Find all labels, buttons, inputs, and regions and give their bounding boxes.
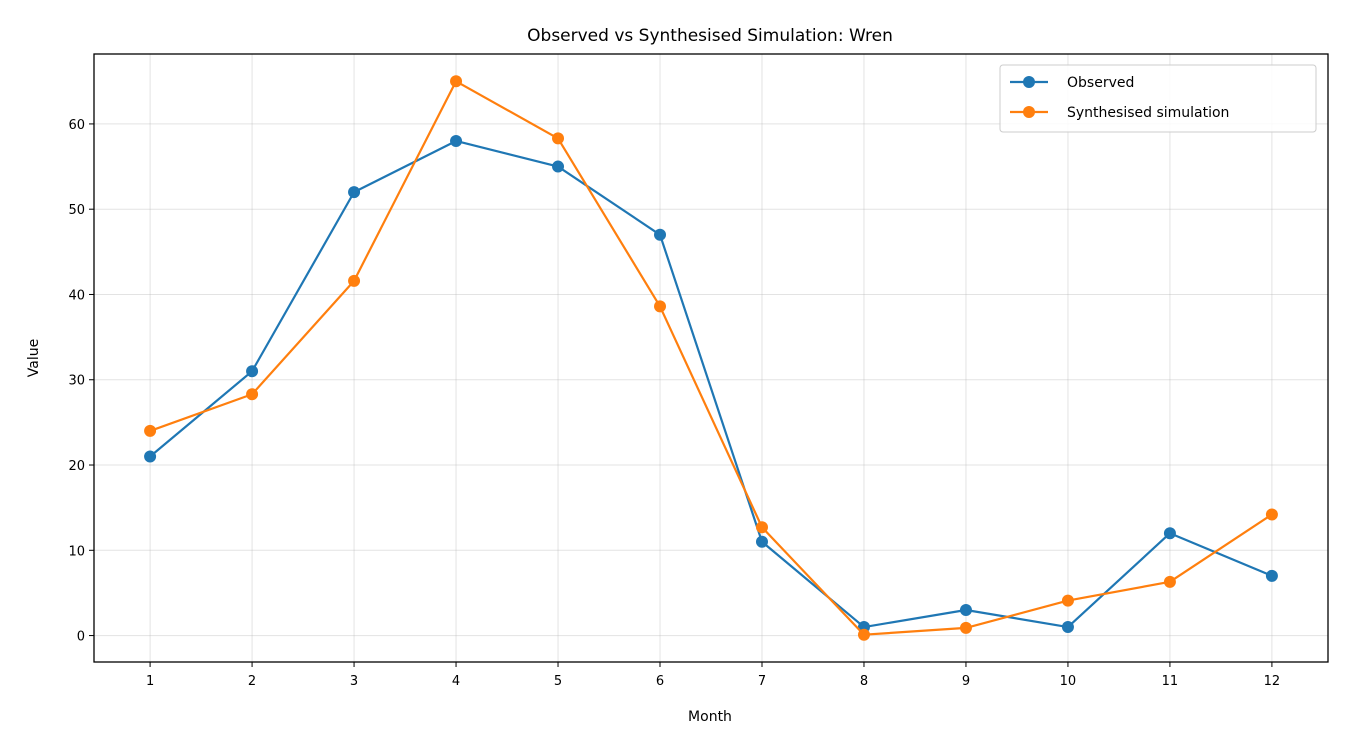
y-tick-label: 0	[77, 630, 85, 645]
data-point	[246, 365, 259, 378]
data-point	[1061, 621, 1074, 634]
x-tick-label: 5	[554, 674, 562, 689]
x-axis-label: Month	[688, 709, 732, 725]
x-tick-label: 8	[860, 674, 868, 689]
x-tick-label: 2	[248, 674, 256, 689]
data-point	[246, 388, 259, 401]
data-point	[755, 535, 768, 548]
data-point	[1061, 594, 1074, 607]
x-tick-label: 4	[452, 674, 460, 689]
data-point	[654, 300, 667, 313]
legend-box	[999, 64, 1317, 133]
x-tick-label: 7	[758, 674, 766, 689]
data-point	[450, 75, 463, 88]
y-tick-label: 40	[68, 288, 85, 303]
data-point	[959, 621, 972, 634]
data-point	[1163, 575, 1176, 588]
y-axis-label: Value	[26, 339, 42, 377]
plot-area-frame	[93, 53, 1329, 663]
data-point	[959, 603, 972, 616]
y-tick-label: 20	[68, 459, 85, 474]
y-tick-label: 50	[68, 203, 85, 218]
data-point	[552, 160, 565, 173]
data-point	[144, 450, 157, 463]
series-synthesised-simulation	[144, 75, 1278, 641]
series-line	[149, 80, 1273, 636]
x-tick-label: 6	[656, 674, 664, 689]
chart-title: Observed vs Synthesised Simulation: Wren	[527, 26, 893, 46]
data-point	[348, 274, 361, 287]
legend-item: Synthesised simulation	[1010, 105, 1229, 121]
data-point	[1265, 569, 1278, 582]
x-tick-label: 11	[1162, 674, 1179, 689]
series-line	[149, 139, 1273, 629]
legend-label: Synthesised simulation	[1067, 105, 1229, 121]
data-point	[1265, 508, 1278, 521]
x-tick-label: 10	[1060, 674, 1077, 689]
legend-label: Observed	[1067, 75, 1134, 91]
x-tick-label: 9	[962, 674, 970, 689]
y-tick-label: 10	[68, 544, 85, 559]
legend-item: Observed	[1010, 75, 1134, 91]
legend-marker	[1023, 76, 1035, 88]
data-point	[857, 628, 870, 641]
legend: Observed Synthesised simulation	[999, 64, 1317, 133]
x-tick-label: 3	[350, 674, 358, 689]
series-observed	[144, 134, 1278, 634]
y-tick-label: 60	[68, 118, 85, 133]
legend-marker	[1023, 106, 1035, 118]
data-point	[450, 134, 463, 147]
data-point	[755, 521, 768, 534]
y-tick-label: 30	[68, 374, 85, 389]
data-point	[348, 186, 361, 199]
x-tick-label: 1	[146, 674, 154, 689]
data-point	[552, 132, 565, 145]
data-point	[144, 424, 157, 437]
x-tick-label: 12	[1264, 674, 1281, 689]
series-layer	[144, 75, 1278, 641]
data-point	[1163, 527, 1176, 540]
data-point	[654, 228, 667, 241]
